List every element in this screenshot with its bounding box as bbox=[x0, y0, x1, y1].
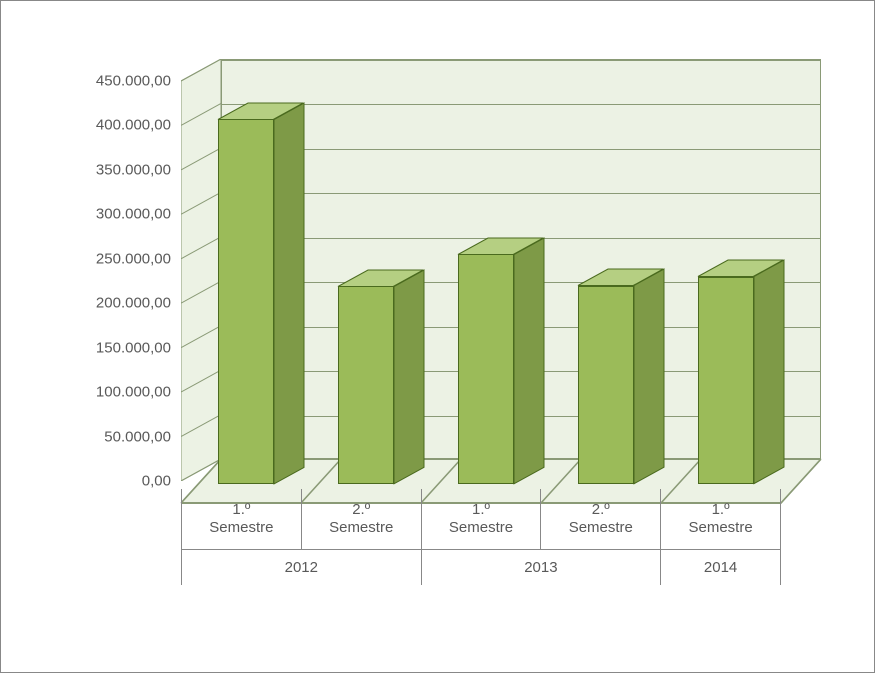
bar bbox=[698, 260, 783, 484]
y-tick-label: 150.000,00 bbox=[71, 339, 171, 356]
y-tick-label: 250.000,00 bbox=[71, 250, 171, 267]
x-axis-groups: 201220132014 bbox=[181, 549, 781, 585]
bar bbox=[458, 238, 543, 484]
y-tick-label: 300.000,00 bbox=[71, 206, 171, 223]
x-category-label: 2.ºSemestre bbox=[541, 489, 661, 549]
y-tick-label: 350.000,00 bbox=[71, 161, 171, 178]
y-tick-label: 100.000,00 bbox=[71, 384, 171, 401]
bars-layer bbox=[181, 81, 781, 481]
chart-frame: 0,00 50.000,00 100.000,00 150.000,00 200.000… bbox=[0, 0, 875, 673]
chart: 0,00 50.000,00 100.000,00 150.000,00 200.000… bbox=[11, 11, 864, 662]
y-tick-label: 400.000,00 bbox=[71, 117, 171, 134]
x-axis: 1.ºSemestre2.ºSemestre1.ºSemestre2.ºSeme… bbox=[181, 489, 781, 585]
x-category-label: 1.ºSemestre bbox=[661, 489, 781, 549]
x-group-label: 2012 bbox=[182, 549, 422, 585]
plot-area bbox=[181, 81, 781, 481]
y-tick-label: 450.000,00 bbox=[71, 73, 171, 90]
y-axis-ticks: 0,0050.000,00100.000,00150.000,00200.000… bbox=[71, 81, 171, 481]
y-tick-label: 200.000,00 bbox=[71, 295, 171, 312]
x-category-label: 2.ºSemestre bbox=[302, 489, 422, 549]
bar bbox=[578, 269, 663, 484]
x-category-label: 1.ºSemestre bbox=[182, 489, 302, 549]
y-tick-label: 50.000,00 bbox=[71, 428, 171, 445]
y-tick-label: 0,00 bbox=[71, 473, 171, 490]
bar bbox=[218, 103, 303, 484]
x-group-label: 2013 bbox=[422, 549, 662, 585]
bar bbox=[338, 270, 423, 484]
x-group-label: 2014 bbox=[661, 549, 781, 585]
x-axis-categories: 1.ºSemestre2.ºSemestre1.ºSemestre2.ºSeme… bbox=[181, 489, 781, 549]
x-category-label: 1.ºSemestre bbox=[422, 489, 542, 549]
